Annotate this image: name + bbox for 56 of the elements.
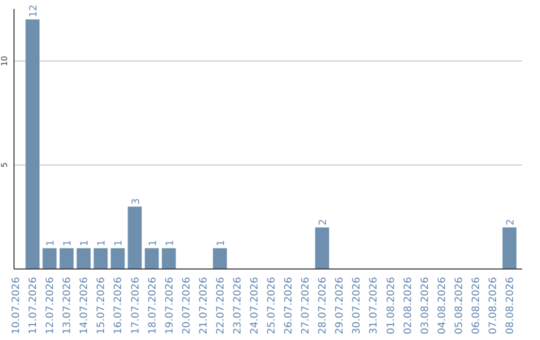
data-label: 1	[114, 240, 125, 246]
x-tick-label: 29.07.2026	[334, 277, 346, 334]
data-label: 2	[505, 219, 516, 226]
x-tick-label: 11.07.2026	[28, 277, 40, 334]
x-tick-label: 23.07.2026	[232, 277, 244, 334]
data-label: 1	[164, 240, 176, 246]
x-tick-label: 14.07.2026	[79, 277, 90, 334]
bar	[128, 206, 142, 269]
data-label: 1	[216, 240, 227, 246]
x-tick-label: 06.08.2026	[470, 277, 482, 334]
data-label: 1	[96, 240, 108, 246]
x-tick-label: 19.07.2026	[164, 277, 176, 334]
x-tick-label: 26.07.2026	[284, 277, 295, 334]
x-tick-label: 12.07.2026	[45, 277, 56, 334]
x-tick-label: 21.07.2026	[198, 277, 210, 334]
y-tick-label: 10	[0, 56, 9, 66]
x-tick-label: 13.07.2026	[62, 277, 74, 334]
data-label: 1	[46, 240, 57, 246]
bar	[60, 248, 74, 269]
x-tick-label: 03.08.2026	[420, 277, 431, 334]
x-tick-label: 24.07.2026	[249, 277, 260, 334]
bar	[162, 248, 176, 269]
x-tick-label: 28.07.2026	[318, 277, 329, 334]
bar	[76, 248, 91, 269]
x-tick-label: 01.08.2026	[386, 277, 397, 334]
x-tick-label: 16.07.2026	[113, 277, 124, 334]
x-tick-label: 07.08.2026	[488, 277, 499, 334]
data-label: 1	[62, 240, 74, 246]
x-tick-label: 08.08.2026	[504, 277, 516, 334]
x-tick-label: 31.07.2026	[368, 277, 380, 334]
x-tick-label: 18.07.2026	[147, 277, 158, 334]
bar	[94, 248, 108, 269]
x-tick-label: 05.08.2026	[454, 277, 465, 334]
data-label: 12	[28, 4, 40, 18]
bar	[502, 227, 516, 269]
x-tick-label: 15.07.2026	[96, 277, 108, 334]
x-tick-label: 30.07.2026	[352, 277, 363, 334]
x-tick-label: 10.07.2026	[11, 277, 22, 334]
bar	[144, 248, 159, 269]
x-tick-label: 27.07.2026	[300, 277, 312, 334]
data-label: 3	[130, 198, 142, 205]
data-label: 1	[148, 240, 159, 246]
bar	[212, 248, 227, 269]
x-tick-label: 04.08.2026	[436, 277, 448, 334]
data-label: 1	[80, 240, 91, 246]
bar	[26, 19, 40, 269]
y-tick-label: 5	[0, 162, 9, 168]
x-tick-label: 02.08.2026	[402, 277, 414, 334]
x-tick-label: 20.07.2026	[181, 277, 192, 334]
x-tick-label: 22.07.2026	[215, 277, 226, 334]
bar	[110, 248, 125, 269]
data-label: 2	[318, 219, 330, 226]
x-tick-label: 17.07.2026	[130, 277, 142, 334]
x-tick-label: 25.07.2026	[266, 277, 278, 334]
bar	[315, 227, 330, 269]
bar	[42, 248, 57, 269]
